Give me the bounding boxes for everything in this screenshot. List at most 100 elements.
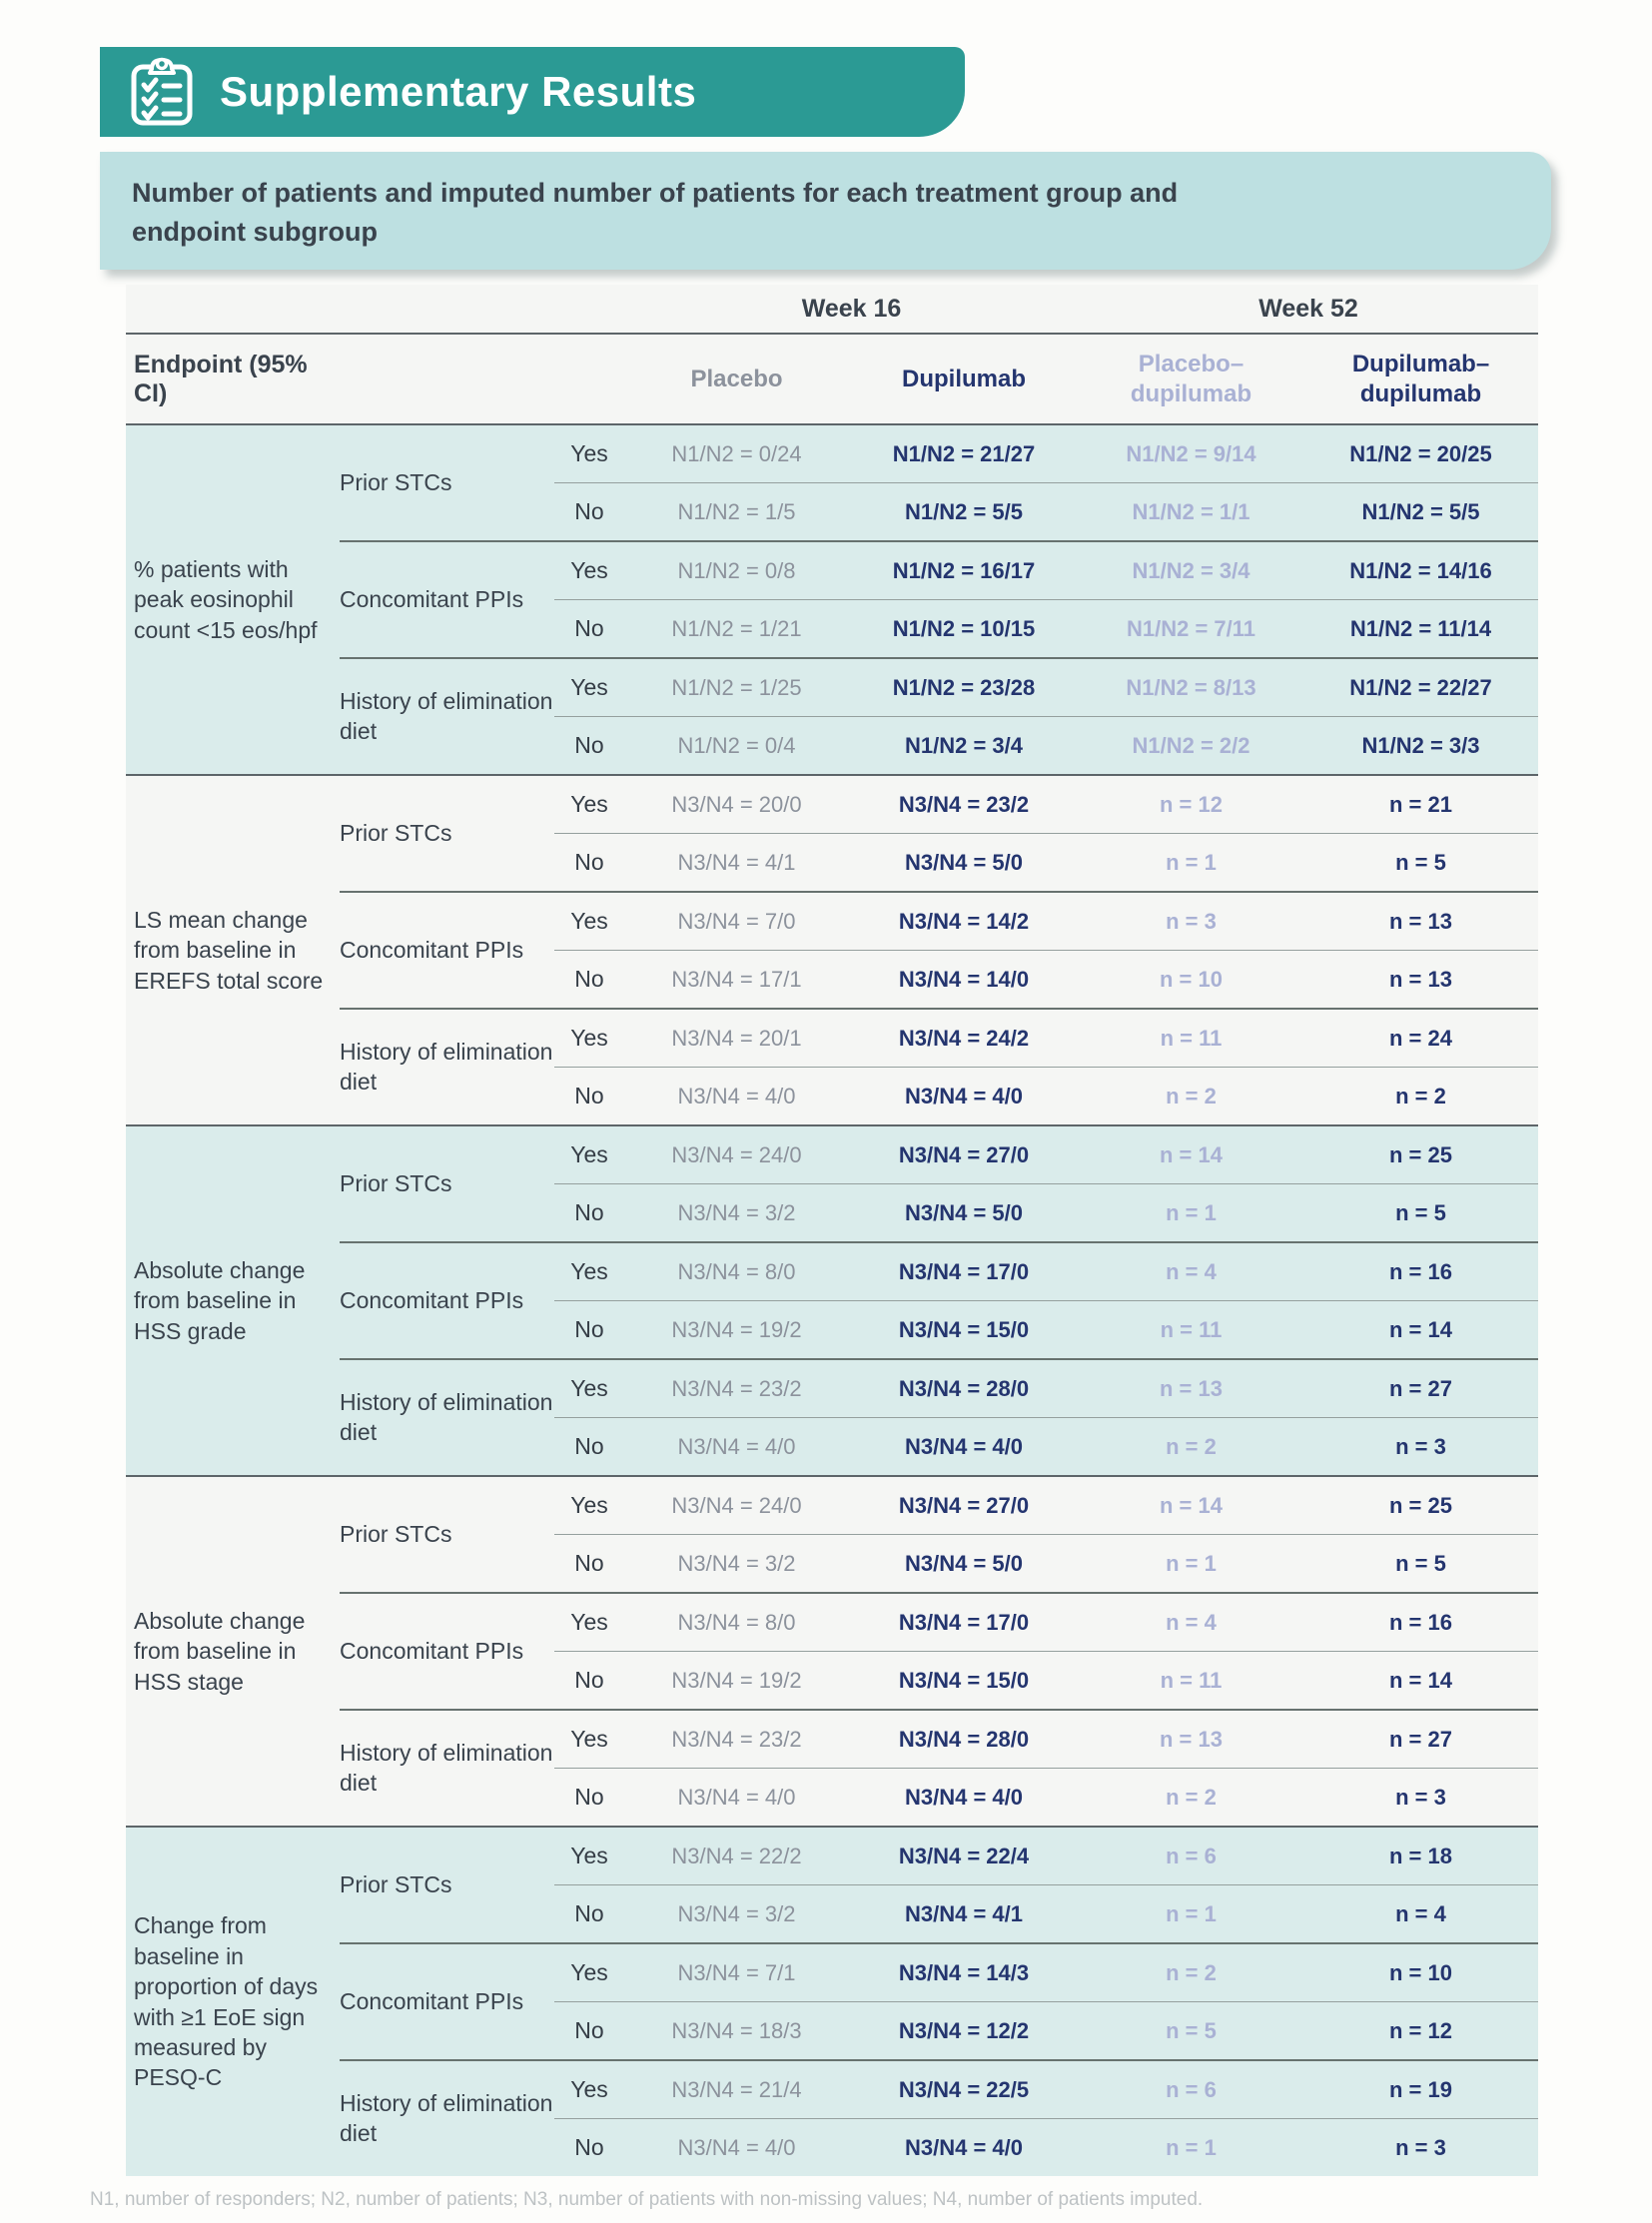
placebo-dupilumab-value: n = 3 <box>1166 908 1217 934</box>
placebo-value: N3/N4 = 18/3 <box>671 2017 802 2043</box>
table-row: Yes N3/N4 = 8/0 N3/N4 = 17/0 n = 4 n = 16 <box>554 1243 1538 1300</box>
dupilumab-dupilumab-value: n = 5 <box>1395 849 1446 875</box>
endpoint-section: % patients with peak eosinophil count <1… <box>126 425 1538 774</box>
yes-no-cell: No <box>574 615 604 641</box>
dupilumab-value: N1/N2 = 10/15 <box>892 615 1036 641</box>
dupilumab-value: N3/N4 = 4/0 <box>904 1083 1023 1109</box>
placebo-value: N3/N4 = 4/0 <box>677 2134 796 2160</box>
endpoint-subgroups: Prior STCs Yes N3/N4 = 24/0 N3/N4 = 27/0 n =… <box>340 1126 1538 1475</box>
subgroup-rows: Yes N1/N2 = 1/25 N1/N2 = 23/28 N1/N2 = 8/13… <box>554 659 1538 774</box>
placebo-value: N3/N4 = 7/1 <box>677 1959 796 1985</box>
subgroup: History of elimination diet Yes N3/N4 = 21… <box>340 2059 1538 2176</box>
dupilumab-value: N3/N4 = 15/0 <box>898 1667 1030 1693</box>
table-row: Yes N3/N4 = 23/2 N3/N4 = 28/0 n = 13 n = 27 <box>554 1360 1538 1417</box>
table-row: Yes N1/N2 = 0/8 N1/N2 = 16/17 N1/N2 = 3/4 N1… <box>554 542 1538 599</box>
placebo-dupilumab-value: n = 11 <box>1160 1667 1223 1693</box>
table-caption: Number of patients and imputed number of… <box>132 178 1179 248</box>
subgroup-label: History of elimination diet <box>340 1388 553 1445</box>
dupilumab-value: N3/N4 = 5/0 <box>904 1550 1023 1576</box>
placebo-dupilumab-value: n = 1 <box>1166 1550 1217 1576</box>
dupilumab-value: N1/N2 = 23/28 <box>892 674 1036 700</box>
table-row: No N1/N2 = 0/4 N1/N2 = 3/4 N1/N2 = 2/2 N1/N2… <box>554 716 1538 774</box>
dupilumab-value: N3/N4 = 15/0 <box>898 1316 1030 1342</box>
dupilumab-dupilumab-value: n = 14 <box>1389 1316 1452 1342</box>
placebo-dupilumab-value: n = 6 <box>1166 2076 1217 2102</box>
placebo-dupilumab-value: n = 13 <box>1160 1726 1223 1752</box>
table-row: Yes N1/N2 = 1/25 N1/N2 = 23/28 N1/N2 = 8/13… <box>554 659 1538 716</box>
placebo-dupilumab-value: n = 5 <box>1166 2017 1217 2043</box>
placebo-dupilumab-value: n = 2 <box>1166 1083 1217 1109</box>
placebo-dupilumab-value: n = 1 <box>1166 1900 1217 1926</box>
dupilumab-value: N3/N4 = 14/3 <box>898 1959 1030 1985</box>
dupilumab-dupilumab-value: n = 13 <box>1389 966 1452 992</box>
placebo-dupilumab-value: n = 1 <box>1166 849 1217 875</box>
subgroup-label: Concomitant PPIs <box>340 936 524 963</box>
yes-no-cell: Yes <box>570 1141 608 1167</box>
subgroup-label: Concomitant PPIs <box>340 1286 524 1313</box>
placebo-dupilumab-value: n = 2 <box>1166 1959 1217 1985</box>
dupilumab-dupilumab-value: n = 16 <box>1389 1258 1452 1284</box>
week-header-row: Week 16 Week 52 <box>126 285 1538 335</box>
yes-no-cell: Yes <box>570 1258 608 1284</box>
placebo-dupilumab-value: n = 11 <box>1160 1316 1223 1342</box>
yes-no-cell: No <box>574 1784 604 1810</box>
placebo-value: N3/N4 = 8/0 <box>677 1609 796 1635</box>
dupilumab-dupilumab-value: n = 16 <box>1389 1609 1452 1635</box>
subgroup: Concomitant PPIs Yes N3/N4 = 8/0 N3/N4 = 17… <box>340 1241 1538 1358</box>
clipboard-checklist-icon <box>131 57 193 126</box>
placebo-value: N3/N4 = 19/2 <box>671 1667 802 1693</box>
subgroup: History of elimination diet Yes N3/N4 = 23… <box>340 1358 1538 1475</box>
table-row: Yes N3/N4 = 20/1 N3/N4 = 24/2 n = 11 n = 24 <box>554 1010 1538 1067</box>
placebo-dupilumab-value: n = 11 <box>1160 1025 1223 1051</box>
dupilumab-value: N3/N4 = 27/0 <box>898 1492 1030 1518</box>
placebo-value: N3/N4 = 24/0 <box>671 1492 802 1518</box>
dupilumab-dupilumab-value: n = 3 <box>1395 1784 1446 1810</box>
table-row: No N3/N4 = 17/1 N3/N4 = 14/0 n = 10 n = 13 <box>554 950 1538 1008</box>
endpoint-section: LS mean change from baseline in EREFS to… <box>126 774 1538 1124</box>
placebo-value: N3/N4 = 20/1 <box>671 1025 802 1051</box>
table-row: No N3/N4 = 19/2 N3/N4 = 15/0 n = 11 n = 14 <box>554 1300 1538 1358</box>
dupilumab-dupilumab-value: n = 21 <box>1389 791 1452 817</box>
week16-header: Week 16 <box>801 294 902 323</box>
table-row: Yes N3/N4 = 23/2 N3/N4 = 28/0 n = 13 n = 27 <box>554 1711 1538 1768</box>
placebo-value: N3/N4 = 3/2 <box>677 1199 796 1225</box>
dupilumab-value: N3/N4 = 27/0 <box>898 1141 1030 1167</box>
yes-no-cell: No <box>574 1083 604 1109</box>
dupilumab-dupilumab-value: N1/N2 = 3/3 <box>1361 732 1480 758</box>
subgroup-rows: Yes N3/N4 = 24/0 N3/N4 = 27/0 n = 14 n = 25 N… <box>554 1126 1538 1241</box>
placebo-col-header: Placebo <box>690 365 783 392</box>
placebo-value: N1/N2 = 0/24 <box>671 440 802 466</box>
dupilumab-dupilumab-value: n = 3 <box>1395 1433 1446 1459</box>
dupilumab-value: N3/N4 = 23/2 <box>898 791 1030 817</box>
subgroup-label: History of elimination diet <box>340 2089 553 2146</box>
table-row: Yes N3/N4 = 22/2 N3/N4 = 22/4 n = 6 n = 18 <box>554 1828 1538 1884</box>
table-row: No N3/N4 = 19/2 N3/N4 = 15/0 n = 11 n = 14 <box>554 1651 1538 1709</box>
placebo-value: N3/N4 = 20/0 <box>671 791 802 817</box>
week52-header: Week 52 <box>1258 294 1358 323</box>
endpoint-subgroups: Prior STCs Yes N1/N2 = 0/24 N1/N2 = 21/27 N1… <box>340 425 1538 774</box>
endpoint-label: Absolute change from baseline in HSS sta… <box>134 1607 306 1695</box>
table-row: No N3/N4 = 4/0 N3/N4 = 4/0 n = 2 n = 3 <box>554 1768 1538 1826</box>
endpoint-label: Change from baseline in proportion of da… <box>134 1912 319 2091</box>
dupilumab-dupilumab-value: n = 4 <box>1395 1900 1446 1926</box>
dupilumab-value: N1/N2 = 5/5 <box>904 498 1023 524</box>
subgroup: History of elimination diet Yes N1/N2 = 1/… <box>340 657 1538 774</box>
dupilumab-dupilumab-value: N1/N2 = 20/25 <box>1349 440 1492 466</box>
yes-no-cell: Yes <box>570 440 608 466</box>
yes-no-cell: Yes <box>570 1609 608 1635</box>
dupilumab-value: N3/N4 = 4/0 <box>904 1433 1023 1459</box>
dupilumab-dupilumab-value: N1/N2 = 11/14 <box>1349 615 1492 641</box>
dupilumab-value: N3/N4 = 4/1 <box>904 1900 1023 1926</box>
placebo-value: N1/N2 = 0/4 <box>677 732 796 758</box>
subgroup: Prior STCs Yes N3/N4 = 24/0 N3/N4 = 27/0 n =… <box>340 1477 1538 1592</box>
dupilumab-dupilumab-value: n = 5 <box>1395 1550 1446 1576</box>
placebo-dupilumab-value: n = 12 <box>1160 791 1223 817</box>
endpoint-section: Absolute change from baseline in HSS sta… <box>126 1475 1538 1826</box>
dupilumab-dupilumab-value: n = 25 <box>1389 1492 1452 1518</box>
subgroup: Prior STCs Yes N3/N4 = 24/0 N3/N4 = 27/0 n =… <box>340 1126 1538 1241</box>
table-row: No N1/N2 = 1/21 N1/N2 = 10/15 N1/N2 = 7/11 N… <box>554 599 1538 657</box>
subgroup: Prior STCs Yes N3/N4 = 20/0 N3/N4 = 23/2 n =… <box>340 776 1538 891</box>
yes-no-cell: No <box>574 1900 604 1926</box>
